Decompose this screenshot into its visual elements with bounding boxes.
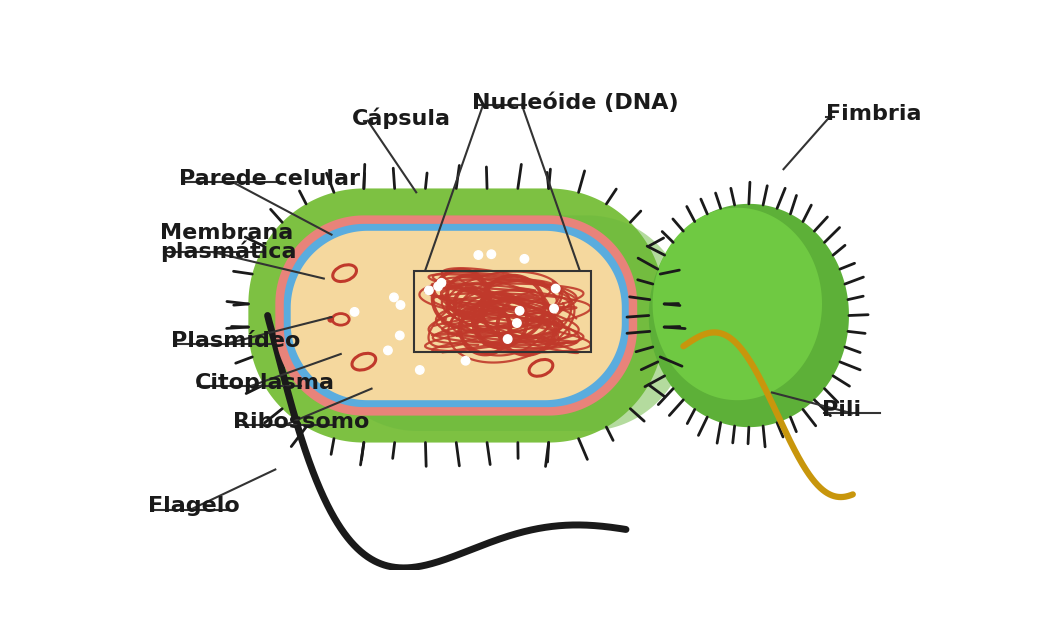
Circle shape	[550, 305, 559, 313]
Text: Cápsula: Cápsula	[352, 108, 451, 129]
Circle shape	[433, 282, 443, 291]
Circle shape	[396, 301, 404, 309]
Polygon shape	[652, 208, 822, 400]
Text: Flagelo: Flagelo	[148, 497, 240, 516]
Circle shape	[474, 251, 482, 259]
Circle shape	[551, 284, 560, 293]
Circle shape	[520, 255, 528, 263]
Circle shape	[487, 250, 496, 259]
Polygon shape	[275, 216, 638, 415]
Polygon shape	[291, 231, 622, 400]
Circle shape	[383, 346, 392, 355]
Circle shape	[503, 335, 512, 343]
Circle shape	[350, 308, 358, 316]
Text: Nucleóide (DNA): Nucleóide (DNA)	[472, 92, 678, 113]
Circle shape	[416, 365, 424, 374]
Circle shape	[438, 278, 446, 287]
Text: Parede celular: Parede celular	[179, 169, 361, 189]
Text: plasmática: plasmática	[159, 240, 296, 262]
Circle shape	[516, 307, 524, 315]
Polygon shape	[318, 216, 688, 431]
Circle shape	[396, 332, 404, 340]
Polygon shape	[283, 224, 628, 407]
Circle shape	[390, 293, 398, 301]
Circle shape	[462, 356, 470, 365]
Polygon shape	[649, 204, 849, 427]
Circle shape	[425, 286, 433, 294]
Polygon shape	[248, 188, 664, 442]
Text: Plasmídeo: Plasmídeo	[171, 331, 301, 351]
Text: Pili: Pili	[822, 400, 861, 420]
Text: Membrana: Membrana	[159, 223, 293, 243]
Text: Ribossomo: Ribossomo	[233, 412, 369, 432]
Text: Fimbria: Fimbria	[826, 104, 921, 124]
Circle shape	[513, 319, 521, 327]
Circle shape	[328, 317, 333, 322]
Text: Citoplasma: Citoplasma	[195, 373, 334, 393]
